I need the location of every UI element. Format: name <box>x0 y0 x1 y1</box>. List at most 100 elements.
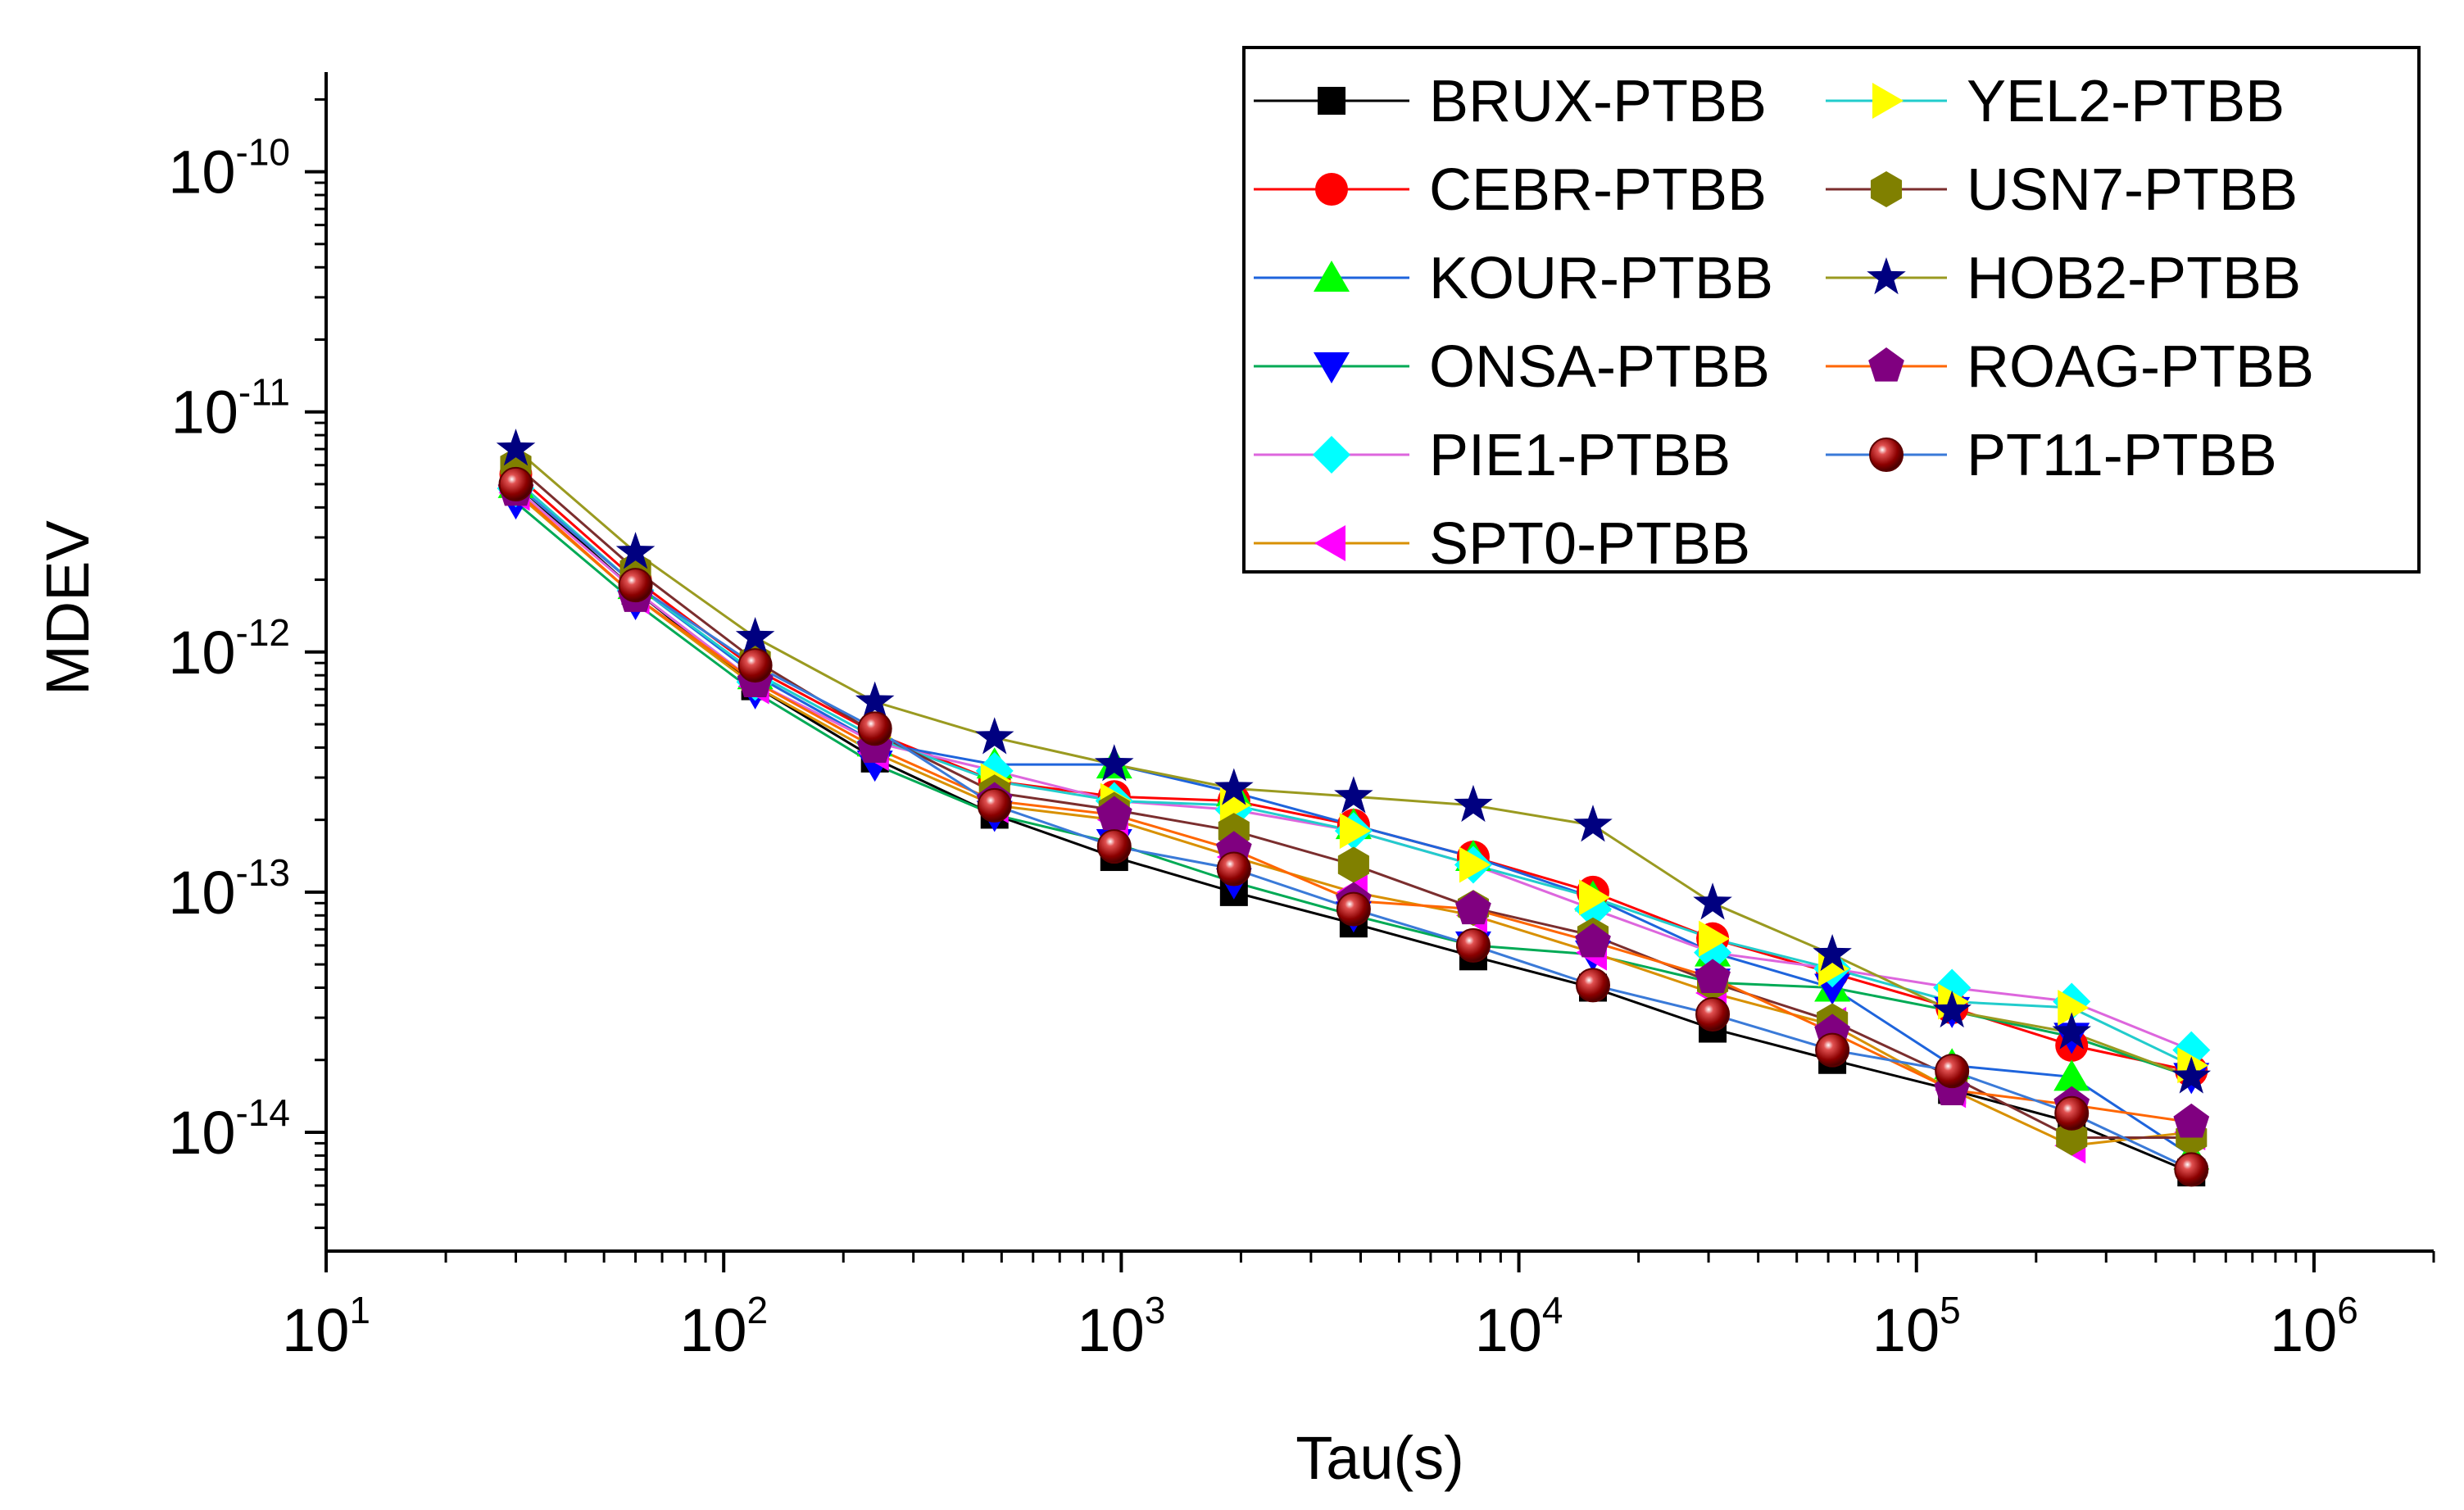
legend-marker <box>1318 87 1345 115</box>
x-tick-exp: 1 <box>349 1289 370 1331</box>
x-ticks: 101 102 103 104 105 106 <box>282 1251 2435 1364</box>
legend-marker <box>1869 438 1904 472</box>
legend-label: BRUX-PTBB <box>1429 69 1767 134</box>
legend-label: PT11-PTBB <box>1967 423 2277 488</box>
x-tick-base: 10 <box>1077 1296 1144 1364</box>
y-tick-label: 10-10 <box>168 131 290 206</box>
x-tick-exp: 5 <box>1940 1289 1961 1331</box>
point-hob2-ptbb <box>496 429 536 466</box>
y-tick-base: 10 <box>171 379 238 447</box>
point-kour-ptbb <box>2053 1059 2090 1091</box>
point-pt11-ptbb <box>1096 829 1132 864</box>
legend-item-roag-ptbb: ROAG-PTBB <box>1826 334 2314 400</box>
series-line-roag-ptbb <box>515 489 2192 1124</box>
x-tick-label: 102 <box>679 1289 768 1364</box>
legend-label: ROAG-PTBB <box>1967 334 2314 400</box>
legend-label: YEL2-PTBB <box>1967 69 2285 134</box>
legend-item-usn7-ptbb: USN7-PTBB <box>1826 157 2298 223</box>
point-hob2-ptbb <box>1334 776 1373 814</box>
point-hob2-ptbb <box>2171 1056 2212 1094</box>
point-yel2-ptbb <box>1459 846 1491 883</box>
legend-item-onsa-ptbb: ONSA-PTBB <box>1254 334 1770 400</box>
point-hob2-ptbb <box>615 532 656 569</box>
point-yel2-ptbb <box>2058 989 2090 1026</box>
series-layer <box>496 429 2212 1187</box>
y-tick-base: 10 <box>168 619 235 687</box>
point-pt11-ptbb <box>1336 891 1371 927</box>
legend-marker <box>1314 352 1350 383</box>
point-roag-ptbb <box>1096 796 1132 831</box>
x-axis-title: Tau(s) <box>1296 1424 1464 1492</box>
point-pt11-ptbb <box>1455 927 1491 963</box>
series-markers <box>496 429 2212 1187</box>
legend-item-brux-ptbb: BRUX-PTBB <box>1254 69 1767 134</box>
legend-label: SPT0-PTBB <box>1429 511 1750 577</box>
y-tick-base: 10 <box>168 138 235 206</box>
legend-label: HOB2-PTBB <box>1967 246 2301 311</box>
point-pt11-ptbb <box>618 568 653 603</box>
point-usn7-ptbb <box>1337 846 1369 883</box>
point-hob2-ptbb <box>1094 744 1134 782</box>
point-yel2-ptbb <box>1579 879 1611 916</box>
point-pt11-ptbb <box>1576 968 1611 1003</box>
point-roag-ptbb <box>1455 890 1491 925</box>
legend-marker <box>1867 257 1906 295</box>
point-pt11-ptbb <box>857 711 892 746</box>
axes <box>324 72 2434 1253</box>
x-tick-base: 10 <box>679 1296 746 1364</box>
x-tick-exp: 2 <box>747 1289 769 1331</box>
point-hob2-ptbb <box>1573 805 1613 842</box>
point-hob2-ptbb <box>2052 1012 2092 1050</box>
y-tick-label: 10-11 <box>171 371 290 447</box>
legend-marker <box>1872 83 1904 119</box>
legend-item-hob2-ptbb: HOB2-PTBB <box>1826 246 2301 311</box>
x-tick-label: 106 <box>2270 1289 2358 1364</box>
legend-marker <box>1870 171 1903 207</box>
point-hob2-ptbb <box>1454 784 1493 823</box>
legend-label: USN7-PTBB <box>1967 157 2298 223</box>
y-tick-base: 10 <box>168 859 235 927</box>
legend-marker <box>1868 347 1904 382</box>
x-tick-label: 105 <box>1872 1289 1961 1364</box>
legend-item-pt11-ptbb: PT11-PTBB <box>1826 423 2277 488</box>
y-axis-title: MDEV <box>34 519 102 695</box>
point-pt11-ptbb <box>1695 996 1731 1032</box>
point-pt11-ptbb <box>2174 1152 2209 1187</box>
legend-item-yel2-ptbb: YEL2-PTBB <box>1826 69 2285 134</box>
x-tick-exp: 4 <box>1542 1289 1563 1331</box>
legend-label: KOUR-PTBB <box>1429 246 1773 311</box>
x-tick-exp: 3 <box>1145 1289 1166 1331</box>
point-pt11-ptbb <box>2054 1095 2090 1131</box>
point-hob2-ptbb <box>1214 768 1254 805</box>
x-tick-base: 10 <box>2270 1296 2337 1364</box>
point-roag-ptbb <box>1695 959 1731 993</box>
y-tick-label: 10-14 <box>168 1091 290 1167</box>
x-tick-base: 10 <box>1872 1296 1940 1364</box>
x-tick-label: 101 <box>282 1289 370 1364</box>
legend-item-pie1-ptbb: PIE1-PTBB <box>1254 423 1731 488</box>
legend-marker <box>1314 261 1350 292</box>
x-tick-exp: 6 <box>2337 1289 2358 1331</box>
y-tick-base: 10 <box>168 1099 235 1167</box>
point-pt11-ptbb <box>977 787 1012 823</box>
point-roag-ptbb <box>2173 1103 2210 1138</box>
point-yel2-ptbb <box>1339 813 1371 850</box>
x-tick-label: 104 <box>1475 1289 1563 1364</box>
y-tick-exp: -12 <box>236 611 290 654</box>
y-tick-label: 10-13 <box>168 851 290 927</box>
legend-box <box>1242 46 2421 574</box>
legend-label: PIE1-PTBB <box>1429 423 1731 488</box>
y-tick-exp: -14 <box>236 1091 290 1134</box>
legend-item-spt0-ptbb: SPT0-PTBB <box>1254 511 1750 577</box>
legend-marker <box>1315 173 1348 206</box>
x-tick-base: 10 <box>1475 1296 1542 1364</box>
x-tick-label: 103 <box>1077 1289 1165 1364</box>
point-pt11-ptbb <box>1216 851 1251 887</box>
point-hob2-ptbb <box>1813 933 1852 972</box>
point-usn7-ptbb <box>2056 1119 2088 1156</box>
point-hob2-ptbb <box>855 681 895 719</box>
point-hob2-ptbb <box>974 717 1014 755</box>
point-roag-ptbb <box>1575 923 1611 958</box>
point-yel2-ptbb <box>1699 920 1731 957</box>
y-tick-label: 10-12 <box>168 611 290 687</box>
